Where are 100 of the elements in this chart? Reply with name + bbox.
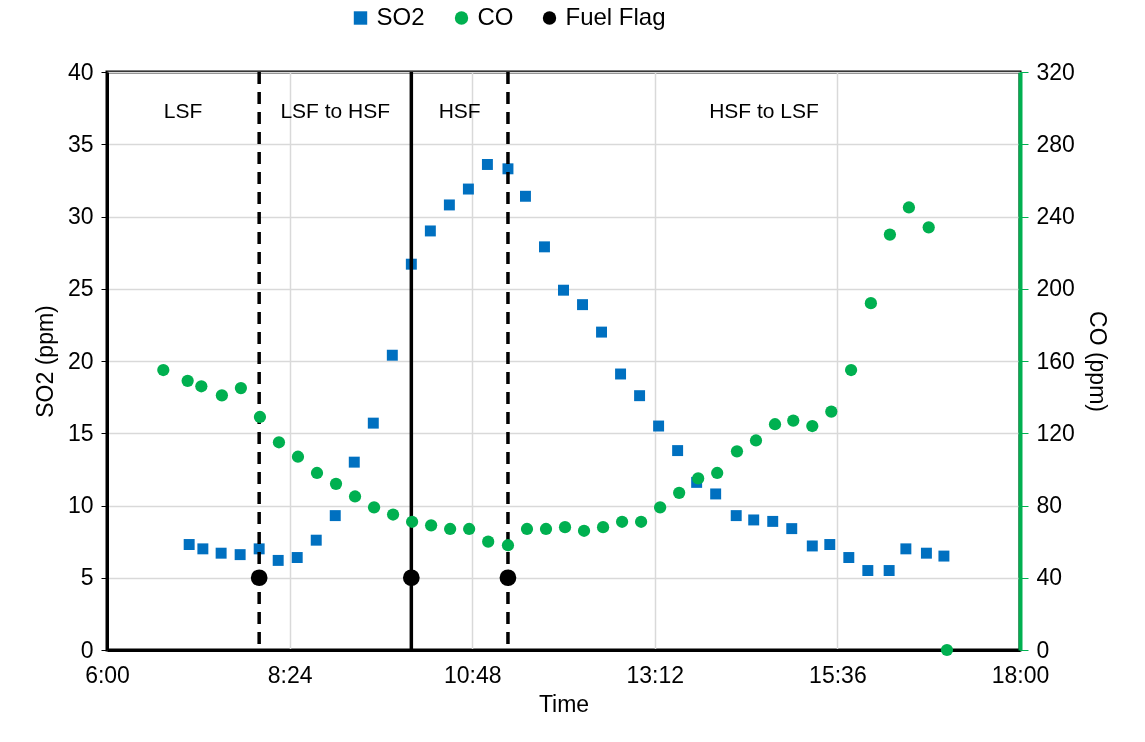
point <box>424 519 438 532</box>
y2-tick-label: 200 <box>1036 275 1075 302</box>
point <box>482 535 495 548</box>
point <box>883 565 895 576</box>
point <box>272 436 286 449</box>
annotation: LSF to HSF <box>280 99 391 122</box>
point <box>253 543 265 555</box>
point <box>653 420 665 432</box>
y-tick-label: 30 <box>67 203 94 229</box>
point <box>195 380 208 393</box>
point <box>787 414 800 427</box>
y2-tick-label: 280 <box>1036 130 1075 157</box>
y-tick-label: 35 <box>67 130 94 157</box>
point <box>183 539 195 550</box>
x-tick-label: 15:36 <box>809 661 867 688</box>
point <box>215 389 229 402</box>
point <box>250 569 268 587</box>
point <box>272 554 284 566</box>
y-tick-label: 40 <box>67 58 94 85</box>
annotation: HSF to LSF <box>709 99 819 122</box>
point <box>672 445 684 457</box>
point <box>922 221 935 234</box>
point <box>367 417 379 429</box>
y-tick-label: 15 <box>67 419 94 446</box>
point <box>329 477 343 490</box>
point <box>577 299 588 311</box>
x-tick-label: 8:24 <box>267 661 313 688</box>
point <box>539 241 550 253</box>
point <box>748 514 760 526</box>
point <box>883 228 897 241</box>
point <box>502 163 514 175</box>
point <box>234 381 248 395</box>
point <box>940 643 954 657</box>
y2-tick-label: 80 <box>1036 492 1063 518</box>
point <box>920 547 932 559</box>
point <box>348 490 362 503</box>
y-tick-label: 10 <box>67 492 94 518</box>
point <box>215 547 227 559</box>
y2-axis-title: CO (ppm) <box>1084 311 1111 412</box>
legend-label: CO <box>477 3 514 30</box>
point <box>520 522 534 536</box>
point <box>463 522 476 536</box>
y2-tick-label: 120 <box>1036 419 1075 446</box>
y-tick-label: 20 <box>67 347 94 374</box>
point <box>253 410 267 424</box>
point <box>519 190 531 202</box>
point <box>181 374 194 387</box>
point <box>900 543 912 555</box>
point <box>864 297 877 310</box>
point <box>711 466 724 480</box>
point <box>730 510 742 522</box>
x-tick-label: 18:00 <box>991 661 1050 688</box>
point <box>539 522 553 536</box>
point <box>673 486 686 499</box>
point <box>402 569 420 587</box>
y2-tick-label: 320 <box>1036 58 1075 85</box>
x-tick-label: 13:12 <box>626 661 685 688</box>
point <box>749 434 763 447</box>
point <box>443 199 455 211</box>
point <box>291 450 305 463</box>
x-axis-title: Time <box>538 690 590 717</box>
point <box>462 183 474 195</box>
point <box>367 501 381 514</box>
point <box>577 524 591 537</box>
annotation: LSF <box>163 99 203 122</box>
y2-tick-label: 240 <box>1036 203 1075 229</box>
legend-label: Fuel Flag <box>565 3 666 30</box>
point <box>768 418 782 431</box>
point <box>615 368 627 380</box>
point <box>730 445 744 458</box>
point <box>197 543 209 555</box>
point <box>902 201 916 214</box>
point <box>558 521 572 534</box>
y-tick-label: 25 <box>67 275 94 302</box>
point <box>938 550 950 562</box>
y2-tick-label: 40 <box>1036 564 1063 591</box>
point <box>310 466 324 480</box>
y2-tick-label: 0 <box>1036 636 1050 663</box>
point <box>843 552 855 563</box>
point <box>444 522 457 536</box>
point <box>710 488 722 500</box>
y-tick-label: 0 <box>80 636 94 663</box>
x-tick-label: 10:48 <box>443 661 502 688</box>
point <box>310 534 322 546</box>
y-axis-title: SO2 (ppm) <box>31 305 58 418</box>
point <box>806 419 819 433</box>
point <box>157 363 170 377</box>
point <box>424 225 436 237</box>
y2-tick-label: 160 <box>1036 347 1075 374</box>
legend-label: SO2 <box>376 3 425 30</box>
annotation: HSF <box>438 99 481 122</box>
point <box>596 521 610 534</box>
point <box>501 539 515 552</box>
point <box>825 405 838 418</box>
point <box>824 539 836 550</box>
point <box>348 456 360 468</box>
point <box>386 508 400 521</box>
point <box>615 515 629 528</box>
point <box>654 501 667 514</box>
point <box>596 326 608 338</box>
